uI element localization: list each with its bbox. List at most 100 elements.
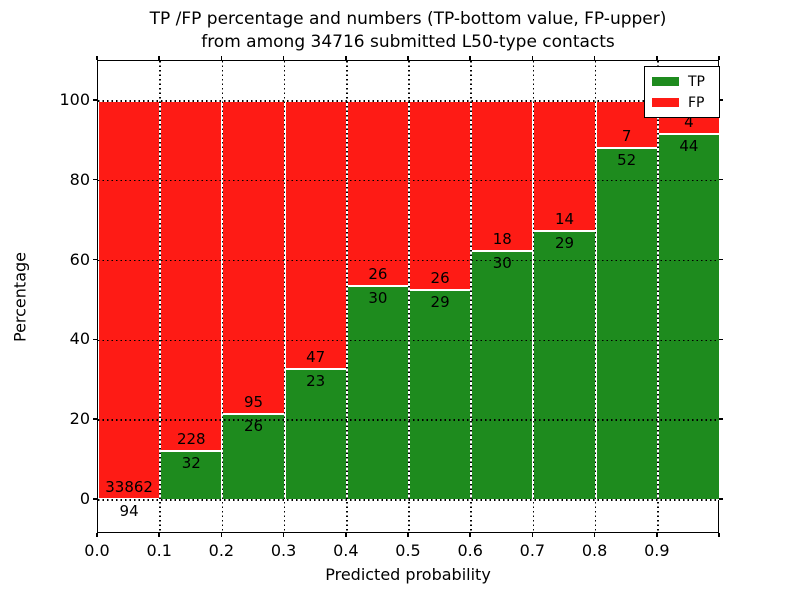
tick-mark (469, 56, 471, 60)
gridline-vertical (346, 61, 348, 532)
bar-label-fp: 26 (430, 268, 450, 287)
bar-label-tp: 32 (181, 453, 201, 472)
tick-mark (407, 56, 409, 60)
bar-tp-segment (595, 148, 658, 501)
bar-label-tp: 23 (306, 371, 326, 390)
tick-mark (719, 258, 723, 261)
y-tick-label: 80 (69, 169, 90, 189)
tick-mark (593, 533, 596, 537)
tick-mark (407, 533, 409, 537)
legend: TP FP (644, 66, 720, 118)
tick-mark (531, 56, 534, 60)
gridline-horizontal (98, 339, 718, 342)
tick-mark (345, 533, 347, 537)
bar-label-tp: 44 (679, 137, 699, 156)
tick-mark (719, 99, 723, 101)
y-tick-label: 60 (69, 249, 90, 269)
gridline-vertical (470, 61, 472, 532)
legend-item-fp: FP (645, 92, 719, 113)
tick-mark (96, 56, 98, 60)
tick-mark (93, 99, 97, 101)
tick-mark (93, 178, 97, 181)
x-tick-label: 0.1 (146, 541, 172, 560)
tick-mark (93, 418, 97, 420)
bar-label-fp: 47 (306, 347, 326, 366)
x-tick-label: 0.9 (644, 541, 670, 560)
x-tick-label: 0.6 (457, 541, 483, 560)
x-tick-label: 0.2 (208, 541, 235, 560)
tick-mark (158, 56, 160, 60)
gridline-vertical (532, 61, 535, 532)
bar-label-fp: 7 (621, 127, 632, 146)
x-tick-label: 0.3 (270, 541, 297, 560)
tick-mark (93, 258, 97, 261)
tick-mark (93, 498, 97, 500)
gridline-horizontal (98, 419, 718, 421)
y-tick-label: 40 (69, 329, 90, 349)
bar-tp-segment (346, 286, 409, 501)
chart-title-line1: TP /FP percentage and numbers (TP-bottom… (149, 9, 667, 29)
tick-mark (220, 56, 223, 60)
bar-label-fp: 228 (176, 429, 206, 448)
legend-swatch-fp (652, 98, 679, 107)
legend-swatch-tp (652, 77, 679, 86)
tick-mark (718, 533, 720, 537)
bar-tp-segment (533, 230, 596, 501)
tick-mark (718, 56, 720, 60)
bar-label-tp: 30 (492, 253, 512, 272)
gridline-vertical (657, 61, 659, 532)
bar-tp-segment (657, 134, 720, 501)
tick-mark (719, 498, 723, 500)
bar-fp-segment (160, 100, 223, 451)
bar-label-fp: 4 (684, 113, 694, 132)
tick-mark (282, 56, 285, 60)
gridline-vertical (221, 61, 224, 532)
bar-label-fp: 14 (554, 209, 575, 228)
gridline-horizontal (98, 259, 718, 262)
legend-label: FP (688, 94, 705, 111)
tick-mark (593, 56, 596, 60)
tick-mark (656, 56, 658, 60)
plot-canvas: 33862 94 228 32 95 26 47 23 26 30 26 29 18 30 14 29 7 52 4… (98, 61, 720, 532)
bar-label-tp: 26 (243, 417, 264, 436)
gridline-horizontal (98, 100, 718, 102)
x-tick-label: 0.7 (519, 541, 546, 560)
plot-area: 33862 94 228 32 95 26 47 23 26 30 26 29 18 30 14 29 7 52 4… (97, 60, 720, 533)
tick-mark (93, 338, 97, 341)
bar-label-tp: 29 (554, 233, 575, 252)
x-tick-label: 0.4 (333, 541, 359, 560)
tick-mark (96, 533, 98, 537)
gridline-vertical (159, 61, 161, 532)
tick-mark (656, 533, 658, 537)
tick-mark (345, 56, 347, 60)
y-tick-label: 20 (69, 409, 90, 429)
chart-title-line2: from among 34716 submitted L50-type cont… (201, 32, 615, 52)
bar-label-fp: 18 (492, 229, 512, 248)
legend-item-tp: TP (645, 71, 719, 92)
bar-tp-segment (409, 289, 472, 501)
bar-label-fp: 95 (243, 393, 264, 412)
tick-mark (158, 533, 160, 537)
gridline-horizontal (98, 179, 718, 182)
bar-tp-segment (471, 250, 534, 501)
legend-label: TP (688, 73, 705, 90)
bar-label-tp: 94 (119, 501, 139, 520)
bar-fp-segment (222, 100, 285, 415)
tick-mark (220, 533, 223, 537)
tick-mark (469, 533, 471, 537)
y-tick-label: 0 (79, 489, 90, 509)
gridline-vertical (283, 61, 286, 532)
bar-label-tp: 30 (368, 289, 388, 308)
tick-mark (282, 533, 285, 537)
y-tick-label: 100 (59, 89, 90, 109)
bar-fp-segment (471, 100, 534, 251)
x-tick-label: 0.5 (395, 541, 421, 560)
bar-label-tp: 52 (617, 151, 637, 170)
bar-label-fp: 26 (368, 265, 388, 284)
gridline-horizontal (98, 499, 718, 501)
tick-mark (719, 178, 723, 181)
bar-fp-segment (284, 100, 347, 369)
x-tick-label: 0.0 (84, 541, 110, 560)
gridline-vertical (594, 61, 597, 532)
